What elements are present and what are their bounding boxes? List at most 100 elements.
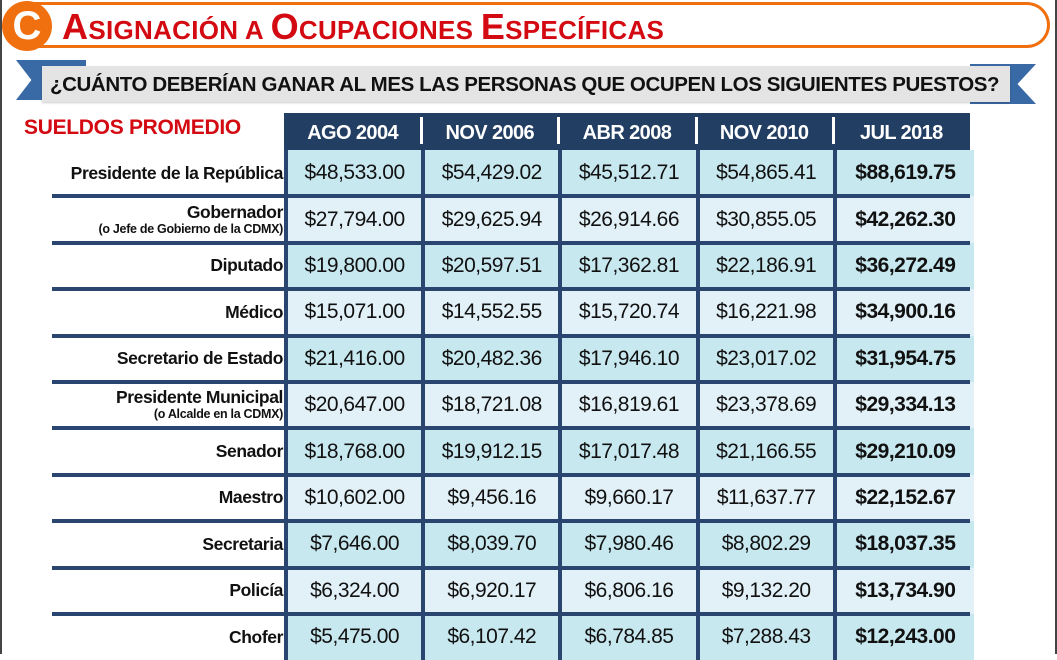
salary-cell: $19,800.00 [288, 242, 426, 290]
occupation-note: (o Jefe de Gobierno de la CDMX) [98, 221, 284, 236]
occupation-name: Policía [229, 580, 283, 601]
table-row: Presidente Municipal (o Alcalde en la CDM… [52, 381, 974, 431]
table-row: Chofer $5,475.00 $6,107.42 $6,784.85 $7,288.… [52, 613, 974, 660]
salary-cell: $7,288.43 [699, 613, 837, 660]
row-values: $10,602.00 $9,456.16 $9,660.17 $11,637.77 $2… [284, 474, 974, 522]
column-header: AGO 2004 [307, 122, 398, 144]
page-border-right [1055, 0, 1057, 654]
table-section-label: SUELDOS PROMEDIO [24, 116, 241, 139]
table-row: Policía $6,324.00 $6,920.17 $6,806.16 $9,132… [52, 567, 974, 617]
salary-cell: $6,107.42 [425, 613, 563, 660]
salary-cell: $18,037.35 [836, 521, 974, 568]
salary-cell: $54,865.41 [699, 150, 837, 197]
salary-cell: $9,132.20 [699, 567, 837, 614]
title-initial-3: E [480, 6, 506, 47]
salary-cell: $5,475.00 [288, 613, 426, 660]
salary-cell: $6,784.85 [562, 613, 700, 660]
salary-cell: $45,512.71 [562, 150, 700, 197]
salary-cell: $9,660.17 [562, 474, 700, 522]
salary-cell: $14,552.55 [425, 289, 563, 336]
salary-table-body: Presidente de la República $48,533.00 $54,… [52, 150, 974, 660]
table-row: Médico $15,071.00 $14,552.55 $15,720.74 $16,… [52, 289, 974, 338]
salary-cell: $19,912.15 [425, 428, 563, 475]
salary-cell: $54,429.02 [425, 150, 563, 197]
salary-cell: $18,768.00 [288, 428, 426, 475]
row-values: $15,071.00 $14,552.55 $15,720.74 $16,221.98… [284, 289, 974, 336]
column-header: NOV 2006 [420, 113, 558, 150]
row-values: $6,324.00 $6,920.17 $6,806.16 $9,132.20 $13,… [284, 567, 974, 614]
salary-cell: $22,186.91 [699, 242, 837, 290]
salary-cell: $21,166.55 [699, 428, 837, 475]
occupation-name: Presidente Municipal [115, 387, 283, 408]
occupation-name: Presidente de la República [70, 162, 284, 183]
title-banner [22, 2, 1050, 48]
row-values: $21,416.00 $20,482.36 $17,946.10 $23,017.02… [284, 335, 974, 382]
row-label: Médico [52, 289, 284, 336]
title-part-1: SIGNACIÓN A [88, 15, 271, 45]
salary-cell: $21,416.00 [288, 335, 426, 382]
salary-cell: $16,221.98 [699, 289, 837, 336]
row-label: Secretaria [52, 521, 284, 568]
row-values: $27,794.00 $29,625.94 $26,914.66 $30,855.05… [284, 196, 974, 243]
salary-cell: $18,721.08 [425, 381, 563, 429]
occupation-name: Secretario de Estado [116, 348, 284, 369]
title-part-3: SPECÍFICAS [505, 15, 665, 45]
title-initial-1: A [62, 6, 89, 47]
salary-cell: $42,262.30 [836, 196, 974, 243]
salary-cell: $11,637.77 [699, 474, 837, 522]
salary-cell: $29,334.13 [836, 381, 974, 429]
salary-cell: $15,071.00 [288, 289, 426, 336]
salary-cell: $7,646.00 [288, 521, 426, 568]
occupation-name: Secretaria [202, 533, 283, 554]
row-values: $5,475.00 $6,107.42 $6,784.85 $7,288.43 $12,… [284, 613, 974, 660]
row-label: Presidente de la República [52, 150, 284, 197]
salary-cell: $10,602.00 [288, 474, 426, 522]
row-label: Presidente Municipal (o Alcalde en la CDM… [52, 381, 284, 429]
title-initial-2: O [270, 6, 299, 47]
salary-cell: $9,456.16 [425, 474, 563, 522]
salary-cell: $30,855.05 [699, 196, 837, 243]
salary-cell: $22,152.67 [836, 474, 974, 522]
salary-cell: $20,647.00 [288, 381, 426, 429]
row-label: Maestro [52, 474, 284, 522]
subtitle-ribbon [42, 66, 1010, 102]
row-values: $48,533.00 $54,429.02 $45,512.71 $54,865.41… [284, 150, 974, 197]
salary-cell: $29,625.94 [425, 196, 563, 243]
table-row: Senador $18,768.00 $19,912.15 $17,017.48 $21… [52, 428, 974, 478]
row-values: $18,768.00 $19,912.15 $17,017.48 $21,166.55… [284, 428, 974, 475]
occupation-name: Médico [225, 301, 283, 322]
salary-cell: $6,806.16 [562, 567, 700, 614]
column-header: NOV 2010 [694, 113, 833, 150]
row-label: Secretario de Estado [52, 335, 284, 382]
subtitle-question: ¿CUÁNTO DEBERÍAN GANAR AL MES LAS PERSON… [50, 73, 1000, 96]
salary-cell: $17,946.10 [562, 335, 700, 382]
row-label: Chofer [52, 613, 284, 660]
occupation-name: Gobernador [186, 201, 284, 222]
table-header-row: AGO 2004 NOV 2006 ABR 2008 NOV 2010 JUL … [284, 113, 970, 150]
salary-cell: $17,362.81 [562, 242, 700, 290]
title-part-2: CUPACIONES [298, 15, 481, 45]
salary-cell: $6,920.17 [425, 567, 563, 614]
salary-cell: $34,900.16 [836, 289, 974, 336]
table-row: Gobernador (o Jefe de Gobierno de la CDMX… [52, 196, 974, 246]
column-header: ABR 2008 [557, 113, 695, 150]
row-values: $7,646.00 $8,039.70 $7,980.46 $8,802.29 $18,… [284, 521, 974, 568]
salary-cell: $8,039.70 [425, 521, 563, 568]
salary-cell: $88,619.75 [836, 150, 974, 197]
occupation-name: Senador [215, 441, 284, 462]
section-badge-icon: C [2, 1, 52, 51]
salary-cell: $36,272.49 [836, 242, 974, 290]
salary-cell: $17,017.48 [562, 428, 700, 475]
row-values: $19,800.00 $20,597.51 $17,362.81 $22,186.91… [284, 242, 974, 290]
column-header: JUL 2018 [831, 113, 970, 150]
table-row: Secretaria $7,646.00 $8,039.70 $7,980.46 $8,… [52, 521, 974, 570]
salary-cell: $29,210.09 [836, 428, 974, 475]
salary-cell: $12,243.00 [836, 613, 974, 660]
salary-cell: $27,794.00 [288, 196, 426, 243]
salary-cell: $7,980.46 [562, 521, 700, 568]
occupation-name: Diputado [210, 255, 283, 276]
salary-cell: $31,954.75 [836, 335, 974, 382]
row-label: Policía [52, 567, 284, 614]
table-row: Secretario de Estado $21,416.00 $20,482.36… [52, 335, 974, 385]
row-values: $20,647.00 $18,721.08 $16,819.61 $23,378.69… [284, 381, 974, 429]
